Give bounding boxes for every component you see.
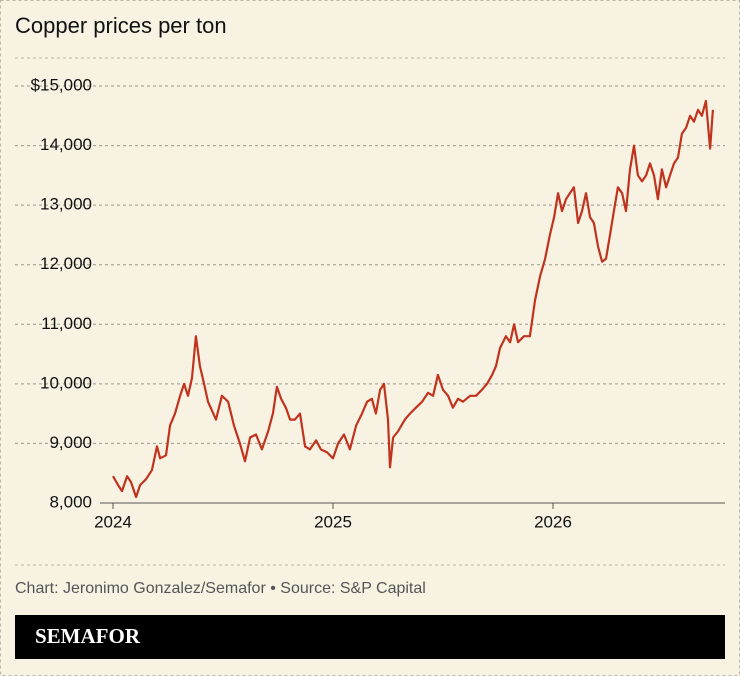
y-tick-label: 14,000 [40, 135, 92, 154]
chart-title: Copper prices per ton [15, 13, 227, 38]
x-tick-label: 2024 [94, 512, 132, 531]
price-line [112, 99, 714, 499]
x-tick-label: 2026 [534, 512, 572, 531]
y-tick-label: 13,000 [40, 195, 92, 214]
logo-bar [15, 615, 725, 659]
x-tick-label: 2025 [314, 512, 352, 531]
y-tick-label: $15,000 [31, 75, 92, 94]
y-tick-label: 10,000 [40, 373, 92, 392]
y-tick-label: 8,000 [49, 492, 92, 511]
logo: SEMAFOR [35, 624, 141, 648]
y-tick-label: 9,000 [49, 433, 92, 452]
y-tick-label: 11,000 [41, 314, 92, 333]
source: Chart: Jeronimo Gonzalez/Semafor • Sourc… [15, 580, 426, 597]
y-tick-label: 12,000 [40, 254, 92, 273]
